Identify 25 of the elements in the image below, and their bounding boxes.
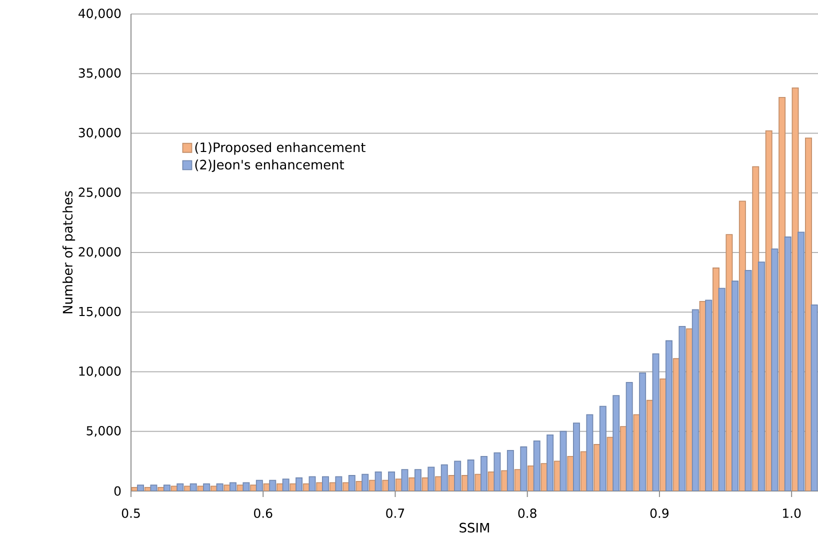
- y-tick-label: 40,000: [78, 8, 121, 20]
- x-axis-title: SSIM: [460, 522, 489, 533]
- x-tick-label: 0.8: [518, 508, 536, 518]
- legend-label: (2)Jeon's enhancement: [195, 160, 344, 172]
- y-tick-label: 25,000: [78, 188, 121, 198]
- bar: [810, 304, 818, 491]
- y-tick-label: 15,000: [79, 306, 121, 318]
- bar: [771, 248, 778, 491]
- x-tick-label: 0.5: [122, 508, 140, 518]
- y-tick-label: 0: [114, 486, 121, 496]
- x-tick-label: 0.9: [650, 508, 668, 518]
- y-tick-label: 5,000: [86, 426, 121, 437]
- bar: [678, 326, 686, 491]
- bar: [744, 270, 752, 491]
- y-tick-label: 20,000: [78, 247, 121, 258]
- bar: [652, 353, 660, 491]
- x-tick-label: 0.6: [254, 508, 272, 518]
- bar: [718, 288, 726, 491]
- y-tick-label: 30,000: [78, 128, 121, 139]
- x-tick-label: 0.7: [386, 508, 404, 518]
- legend-label: (1)Proposed enhancement: [195, 142, 366, 155]
- y-axis-title: Number of patches: [62, 191, 76, 314]
- y-tick-label: 35,000: [78, 68, 121, 79]
- x-tick-label: 1.0: [783, 508, 801, 518]
- y-tick-label: 10,000: [79, 366, 121, 378]
